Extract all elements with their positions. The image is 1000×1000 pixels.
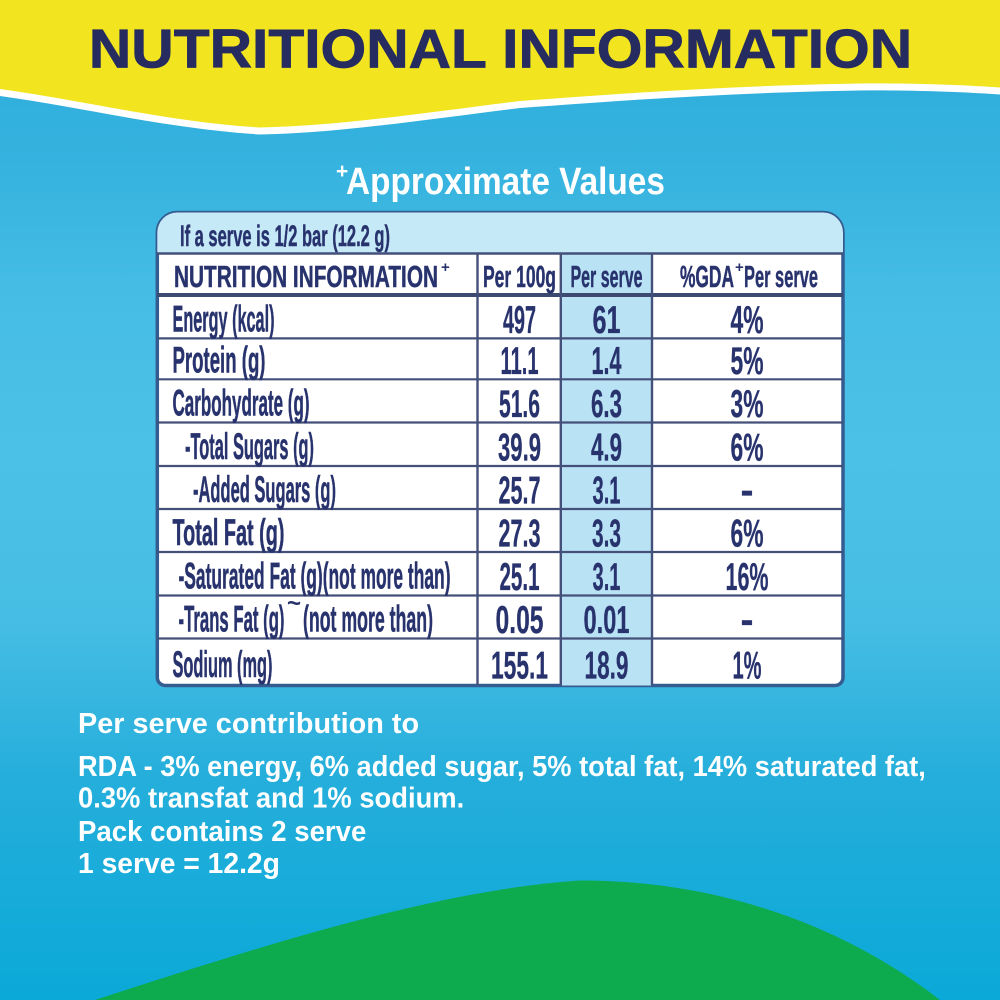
svg-text:0.3% transfat and 1% sodium.: 0.3% transfat and 1% sodium. bbox=[78, 781, 464, 814]
svg-text:Protein (g): Protein (g) bbox=[173, 339, 266, 380]
svg-text:11.1: 11.1 bbox=[501, 340, 539, 383]
svg-text:Sodium (mg): Sodium (mg) bbox=[173, 644, 273, 685]
svg-text:-Trans Fat (g): -Trans Fat (g) bbox=[179, 599, 285, 640]
svg-text:3.3: 3.3 bbox=[592, 513, 621, 556]
svg-text:-Total Sugars (g): -Total Sugars (g) bbox=[185, 426, 314, 467]
svg-text:Approximate Values: Approximate Values bbox=[346, 160, 665, 203]
svg-text:If a serve is 1/2 bar (12.2 g): If a serve is 1/2 bar (12.2 g) bbox=[180, 220, 390, 253]
svg-text:3%: 3% bbox=[731, 383, 764, 426]
svg-text:5%: 5% bbox=[731, 340, 764, 383]
svg-text:4%: 4% bbox=[731, 299, 764, 342]
svg-text:1%: 1% bbox=[733, 645, 762, 688]
svg-text:-Added Sugars (g): -Added Sugars (g) bbox=[193, 469, 336, 510]
svg-text:Per 100g: Per 100g bbox=[483, 259, 556, 294]
svg-text:~: ~ bbox=[287, 590, 301, 617]
svg-text:25.7: 25.7 bbox=[499, 470, 541, 513]
svg-text:+: + bbox=[735, 259, 744, 276]
svg-text:51.6: 51.6 bbox=[499, 383, 540, 426]
svg-text:4.9: 4.9 bbox=[591, 427, 622, 470]
svg-text:Energy (kcal): Energy (kcal) bbox=[173, 298, 275, 339]
svg-text:Per serve contribution to: Per serve contribution to bbox=[78, 708, 419, 740]
svg-text:-Saturated Fat (g)(not more th: -Saturated Fat (g)(not more than) bbox=[179, 556, 451, 597]
svg-text:+: + bbox=[336, 160, 348, 183]
svg-text:(not more than): (not more than) bbox=[303, 599, 433, 640]
svg-text:155.1: 155.1 bbox=[491, 645, 548, 688]
svg-text:Carbohydrate (g): Carbohydrate (g) bbox=[173, 383, 310, 424]
svg-text:-: - bbox=[741, 599, 754, 642]
svg-text:-: - bbox=[741, 470, 754, 513]
svg-text:6%: 6% bbox=[731, 427, 764, 470]
svg-text:16%: 16% bbox=[726, 556, 769, 599]
svg-text:NUTRITION INFORMATION: NUTRITION INFORMATION bbox=[174, 259, 438, 294]
svg-text:0.01: 0.01 bbox=[584, 599, 630, 642]
svg-text:39.9: 39.9 bbox=[498, 427, 541, 470]
svg-text:1.4: 1.4 bbox=[592, 340, 622, 383]
svg-text:%GDA: %GDA bbox=[680, 259, 734, 294]
svg-text:Pack contains 2 serve: Pack contains 2 serve bbox=[78, 814, 366, 847]
svg-text:0.05: 0.05 bbox=[496, 599, 544, 642]
svg-text:497: 497 bbox=[503, 299, 536, 342]
svg-text:25.1: 25.1 bbox=[500, 556, 540, 599]
svg-text:+: + bbox=[441, 259, 450, 276]
svg-text:Per serve: Per serve bbox=[571, 259, 643, 294]
svg-text:Total Fat (g): Total Fat (g) bbox=[173, 512, 285, 553]
svg-text:6.3: 6.3 bbox=[591, 383, 622, 426]
svg-text:61: 61 bbox=[593, 299, 621, 342]
svg-text:3.1: 3.1 bbox=[593, 556, 621, 599]
svg-text:3.1: 3.1 bbox=[593, 470, 621, 513]
svg-text:27.3: 27.3 bbox=[499, 513, 541, 556]
svg-text:NUTRITIONAL INFORMATION: NUTRITIONAL INFORMATION bbox=[89, 18, 912, 80]
svg-text:18.9: 18.9 bbox=[585, 645, 629, 688]
svg-text:RDA - 3% energy, 6% added suga: RDA - 3% energy, 6% added sugar, 5% tota… bbox=[78, 750, 926, 782]
svg-text:Per serve: Per serve bbox=[744, 259, 818, 294]
svg-text:6%: 6% bbox=[731, 513, 764, 556]
svg-text:1 serve = 12.2g: 1 serve = 12.2g bbox=[78, 848, 280, 880]
